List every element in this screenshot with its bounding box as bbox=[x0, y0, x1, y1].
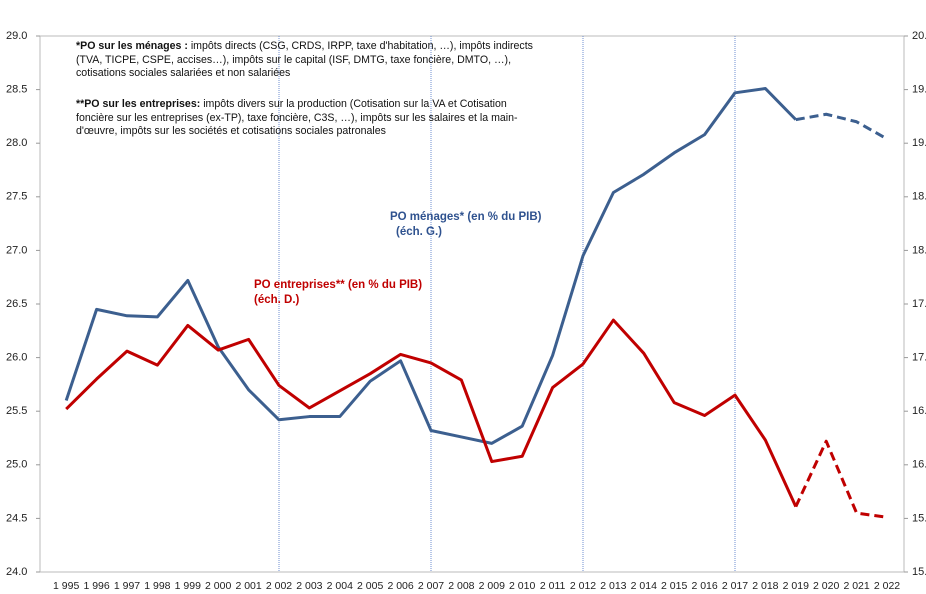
x-tick-label: 2 014 bbox=[631, 580, 657, 592]
y2-tick-label: 18.5 bbox=[912, 191, 926, 203]
y2-tick-label: 16.5 bbox=[912, 405, 926, 417]
x-tick-label: 2 004 bbox=[327, 580, 353, 592]
x-tick-label: 2 010 bbox=[509, 580, 535, 592]
x-tick-label: 1 995 bbox=[53, 580, 79, 592]
x-tick-label: 1 997 bbox=[114, 580, 140, 592]
x-tick-label: 1 998 bbox=[144, 580, 170, 592]
x-tick-label: 2 017 bbox=[722, 580, 748, 592]
y2-tick-label: 15.0 bbox=[912, 566, 926, 578]
x-tick-label: 2 012 bbox=[570, 580, 596, 592]
note-lead: **PO sur les entreprises: bbox=[76, 98, 201, 110]
note-entreprises: **PO sur les entreprises: impôts divers … bbox=[76, 98, 546, 139]
series-line-dashed bbox=[794, 439, 888, 519]
x-tick-label: 2 006 bbox=[387, 580, 413, 592]
x-tick-label: 2 003 bbox=[296, 580, 322, 592]
y2-tick-label: 17.0 bbox=[912, 352, 926, 364]
y-tick-label: 24.5 bbox=[6, 512, 27, 524]
series-line-dashed bbox=[795, 112, 888, 141]
x-tick-label: 2 019 bbox=[783, 580, 809, 592]
x-tick-label: 1 999 bbox=[175, 580, 201, 592]
y2-tick-label: 20.0 bbox=[912, 30, 926, 42]
y-tick-label: 27.0 bbox=[6, 244, 27, 256]
x-tick-label: 2 000 bbox=[205, 580, 231, 592]
y-tick-label: 26.0 bbox=[6, 352, 27, 364]
note-menages: *PO sur les ménages : impôts directs (CS… bbox=[76, 40, 546, 81]
note-text: impôts directs (CSG, CRDS, IRPP, taxe d'… bbox=[76, 40, 533, 79]
y-tick-label: 28.0 bbox=[6, 137, 27, 149]
x-tick-label: 2 009 bbox=[479, 580, 505, 592]
y2-tick-label: 15.5 bbox=[912, 512, 926, 524]
x-tick-label: 2 018 bbox=[752, 580, 778, 592]
y2-tick-label: 19.0 bbox=[912, 137, 926, 149]
annotation-line: PO ménages* (en % du PIB) bbox=[390, 211, 542, 223]
note-text: impôts divers sur la production (Cotisat… bbox=[76, 98, 518, 137]
x-tick-label: 2 001 bbox=[235, 580, 261, 592]
annotation-line: PO entreprises** (en % du PIB) bbox=[254, 279, 423, 291]
x-tick-label: 2 011 bbox=[540, 580, 566, 592]
x-tick-label: 2 008 bbox=[448, 580, 474, 592]
y2-tick-label: 18.0 bbox=[912, 244, 926, 256]
annotation-line: (éch. D.) bbox=[254, 294, 300, 306]
y-tick-label: 25.5 bbox=[6, 405, 27, 417]
y2-tick-label: 19.5 bbox=[912, 84, 926, 96]
y2-tick-label: 17.5 bbox=[912, 298, 926, 310]
x-tick-label: 2 013 bbox=[600, 580, 626, 592]
y-tick-label: 27.5 bbox=[6, 191, 27, 203]
x-tick-label: 2 016 bbox=[691, 580, 717, 592]
y2-tick-label: 16.0 bbox=[912, 459, 926, 471]
x-tick-label: 2 007 bbox=[418, 580, 444, 592]
y-tick-label: 29.0 bbox=[6, 30, 27, 42]
x-tick-label: 2 020 bbox=[813, 580, 839, 592]
series-line bbox=[64, 87, 797, 445]
x-tick-label: 2 005 bbox=[357, 580, 383, 592]
y-tick-label: 26.5 bbox=[6, 298, 27, 310]
x-tick-label: 1 996 bbox=[83, 580, 109, 592]
y-tick-label: 25.0 bbox=[6, 459, 27, 471]
series-line bbox=[65, 318, 798, 508]
x-tick-label: 2 021 bbox=[843, 580, 869, 592]
x-tick-label: 2 022 bbox=[874, 580, 900, 592]
x-tick-label: 2 015 bbox=[661, 580, 687, 592]
annotation: PO entreprises** (en % du PIB) (éch. D.) bbox=[254, 278, 422, 308]
annotation: PO ménages* (en % du PIB) (éch. G.) bbox=[390, 210, 541, 240]
y-tick-label: 28.5 bbox=[6, 84, 27, 96]
annotation-line: (éch. G.) bbox=[396, 226, 443, 238]
note-lead: *PO sur les ménages : bbox=[76, 40, 188, 52]
x-tick-label: 2 002 bbox=[266, 580, 292, 592]
y-tick-label: 24.0 bbox=[6, 566, 27, 578]
